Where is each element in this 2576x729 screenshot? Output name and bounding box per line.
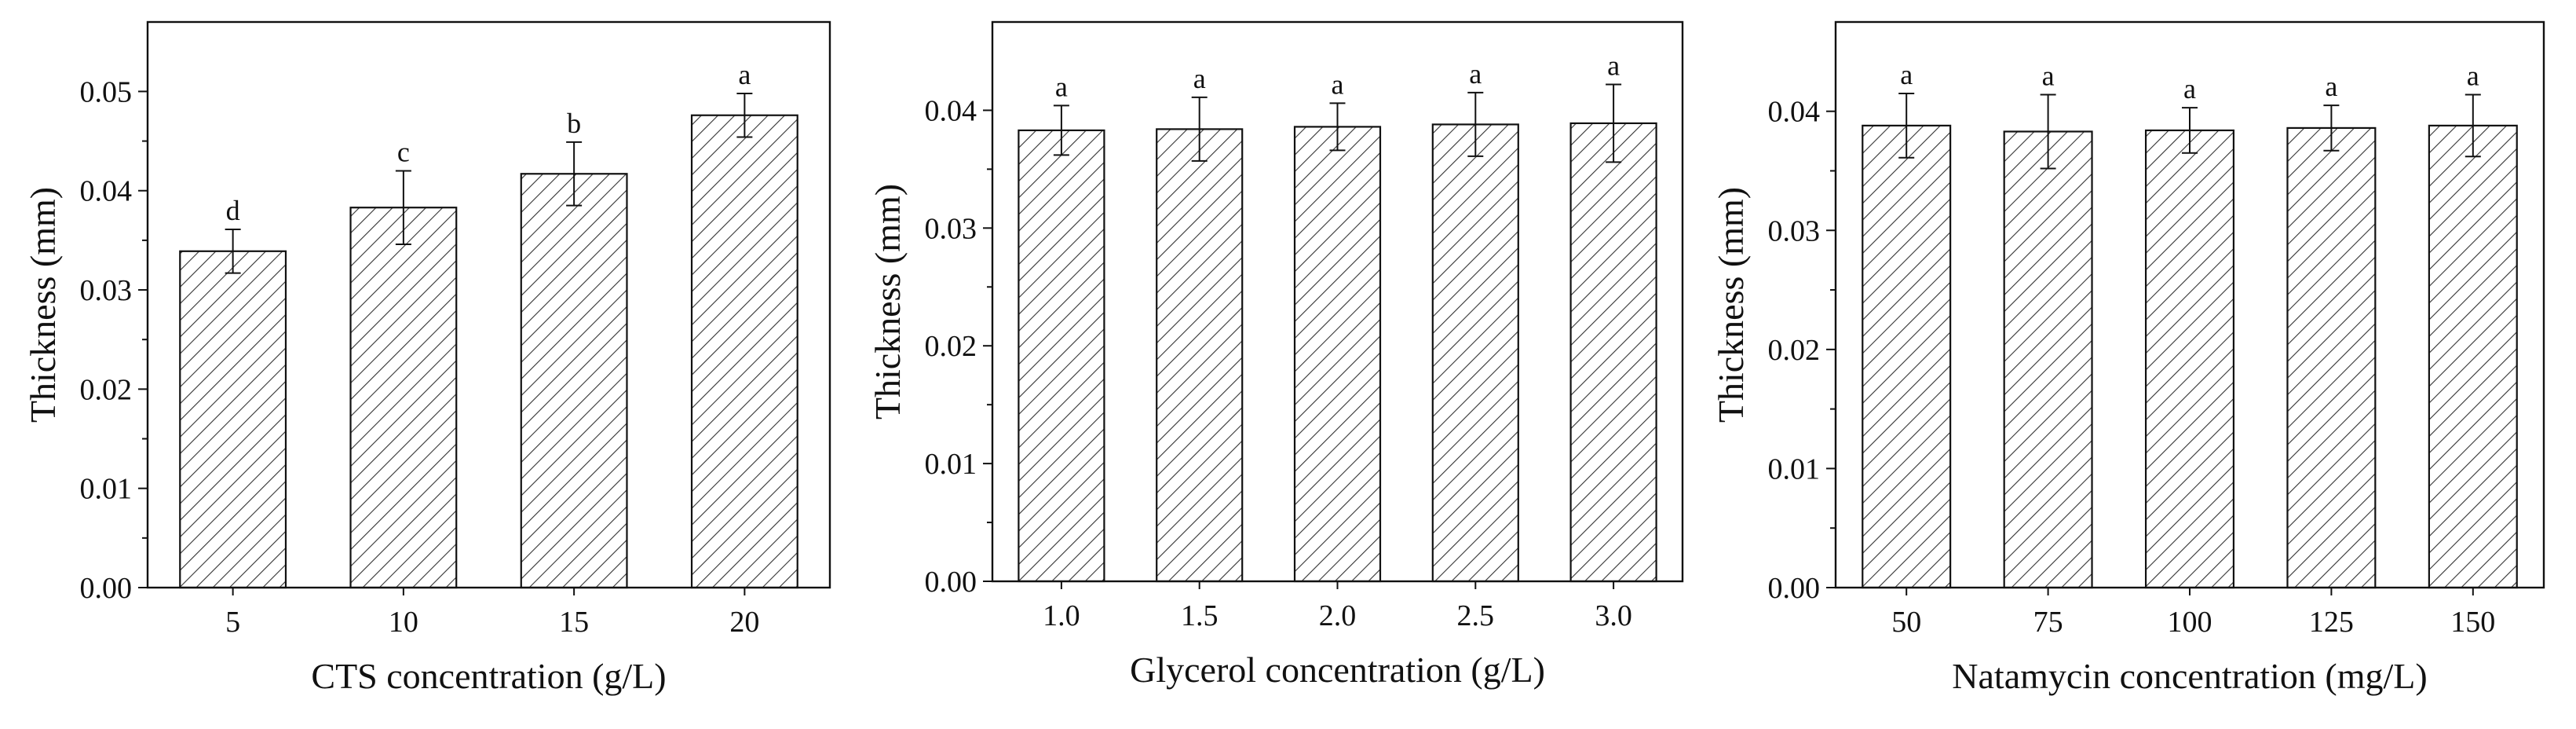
significance-letter-50: a: [1900, 59, 1913, 90]
significance-letter-1.0: a: [1055, 71, 1068, 102]
y-tick-label: 0.03: [1768, 214, 1821, 247]
y-tick-label: 0.04: [925, 94, 977, 127]
x-tick-label-150: 150: [2450, 606, 2495, 639]
chart-panel-1: d 5 c 10 b 15 a 20 0.00 0.01 0.02 0.03 0.04 0.05 CTS c…: [23, 20, 831, 696]
y-tick-label: 0.00: [1768, 572, 1821, 605]
bar-5: [179, 250, 287, 589]
x-tick-label-50: 50: [1891, 606, 1921, 639]
bar-10: [349, 207, 458, 589]
x-tick-label-20: 20: [729, 606, 759, 639]
bar-2.5: [1431, 123, 1519, 583]
x-tick-label-2.0: 2.0: [1319, 599, 1357, 632]
significance-letter-3.0: a: [1607, 49, 1620, 81]
y-tick-label: 0.01: [1768, 452, 1821, 485]
y-tick-label: 0.03: [80, 274, 133, 307]
significance-letter-100: a: [2183, 73, 2196, 104]
bar-75: [2003, 130, 2093, 589]
y-tick-label: 0.03: [925, 212, 977, 245]
bar-2.0: [1293, 126, 1382, 583]
bar-150: [2428, 124, 2518, 589]
y-tick-label: 0.04: [1768, 96, 1821, 129]
x-tick-label-1.0: 1.0: [1043, 599, 1080, 632]
x-tick-label-5: 5: [225, 606, 240, 639]
significance-letter-2.5: a: [1469, 58, 1482, 90]
significance-letter-2.0: a: [1332, 68, 1344, 100]
x-tick-label-15: 15: [559, 606, 589, 639]
bar-20: [690, 114, 798, 589]
x-tick-label-3.0: 3.0: [1595, 599, 1632, 632]
x-tick-label-10: 10: [389, 606, 418, 639]
x-axis-title: Natamycin concentration (mg/L): [1952, 656, 2427, 696]
significance-letter-5: d: [226, 195, 240, 226]
x-tick-label-2.5: 2.5: [1457, 599, 1495, 632]
y-tick-label: 0.05: [80, 75, 133, 108]
chart-panel-3: a 50 a 75 a 100 a 125 a 150 0.00 0.01 0.02 0.03 0.04 Na…: [1711, 20, 2545, 696]
plot-frame: [146, 20, 831, 589]
y-tick-label: 0.02: [1768, 334, 1821, 367]
bar-3.0: [1569, 122, 1657, 583]
plot-frame: [1834, 20, 2545, 589]
bar-50: [1862, 124, 1952, 589]
x-tick-label-100: 100: [2168, 606, 2212, 639]
significance-letter-10: c: [397, 136, 410, 167]
bar-1.5: [1156, 128, 1244, 583]
bar-15: [520, 173, 628, 589]
significance-letter-20: a: [738, 59, 751, 90]
x-axis-title: CTS concentration (g/L): [311, 656, 666, 696]
x-tick-label-75: 75: [2033, 606, 2063, 639]
chart-panel-2: a 1.0 a 1.5 a 2.0 a 2.5 a 3.0 0.00 0.01 0.02 0.03 0.04…: [868, 20, 1684, 690]
bar-125: [2286, 126, 2377, 589]
y-tick-label: 0.01: [925, 448, 977, 481]
significance-letter-150: a: [2467, 60, 2479, 91]
y-tick-label: 0.00: [80, 572, 133, 605]
y-tick-label: 0.04: [80, 175, 133, 208]
plot-frame: [991, 20, 1684, 583]
y-axis-title: Thickness (mm): [868, 184, 908, 419]
significance-letter-125: a: [2325, 71, 2337, 102]
bar-100: [2144, 129, 2235, 589]
x-tick-label-125: 125: [2309, 606, 2354, 639]
y-axis-title: Thickness (mm): [1711, 187, 1751, 423]
y-tick-label: 0.02: [925, 330, 977, 363]
y-tick-label: 0.00: [925, 566, 977, 599]
significance-letter-1.5: a: [1193, 63, 1206, 94]
y-axis-title: Thickness (mm): [23, 187, 63, 423]
x-axis-title: Glycerol concentration (g/L): [1130, 650, 1545, 690]
y-tick-label: 0.02: [80, 373, 133, 406]
bar-1.0: [1018, 129, 1105, 583]
x-tick-label-1.5: 1.5: [1181, 599, 1219, 632]
significance-letter-15: b: [567, 108, 581, 139]
y-tick-label: 0.01: [80, 473, 133, 506]
significance-letter-75: a: [2042, 60, 2055, 91]
